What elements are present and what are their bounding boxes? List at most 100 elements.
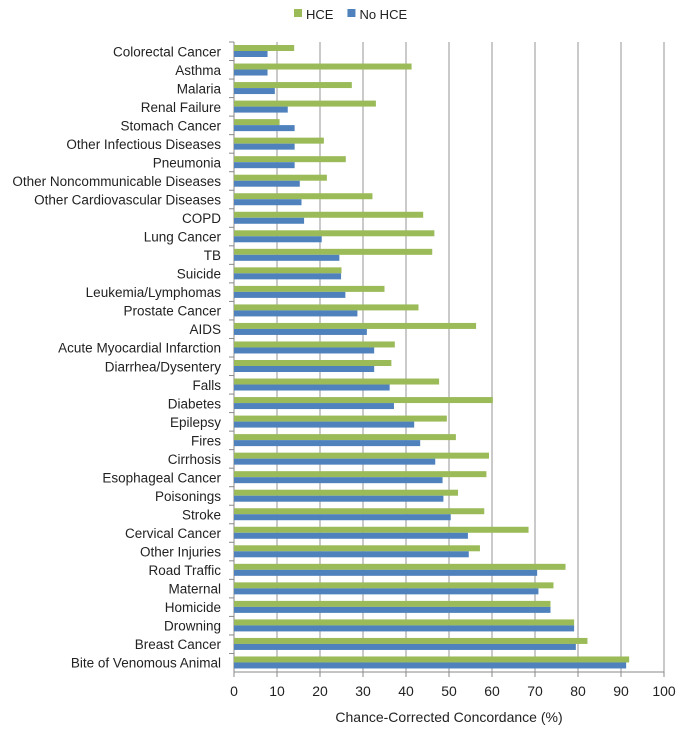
bar-no-hce [234, 254, 340, 261]
y-category-label: Other Infectious Diseases [66, 137, 221, 152]
x-tick-label: 60 [484, 683, 500, 699]
bar-no-hce [234, 458, 436, 465]
bar-hce [234, 489, 459, 496]
legend-swatch-no-hce [347, 9, 356, 17]
bar-hce [234, 545, 480, 552]
bar-no-hce [234, 125, 295, 132]
y-category-label: Renal Failure [141, 100, 221, 115]
bar-no-hce [234, 477, 443, 484]
y-category-label: Epilepsy [170, 415, 221, 430]
bar-hce [234, 156, 346, 163]
bar-no-hce [234, 366, 375, 372]
y-category-label: Prostate Cancer [123, 304, 221, 319]
bar-no-hce [234, 236, 322, 243]
y-category-label: Asthma [175, 63, 221, 78]
x-tick-label: 0 [230, 683, 238, 699]
x-tick-label: 100 [652, 683, 676, 699]
y-category-label: Stomach Cancer [120, 118, 221, 133]
bar-hce [234, 471, 487, 478]
y-category-label: Acute Myocardial Infarction [58, 341, 221, 356]
bar-no-hce [234, 106, 288, 113]
x-tick-label: 40 [398, 683, 414, 699]
bar-no-hce [234, 199, 302, 206]
y-category-label: Bite of Venomous Animal [71, 656, 221, 671]
bar-no-hce [234, 162, 295, 169]
bar-hce [234, 322, 477, 329]
x-tick-label: 30 [355, 683, 371, 699]
legend-swatch-hce [294, 9, 302, 17]
bar-no-hce [234, 310, 358, 317]
bar-no-hce [234, 514, 451, 521]
bar-no-hce [234, 588, 539, 595]
y-category-label: Pneumonia [153, 155, 222, 170]
bar-hce [234, 415, 447, 422]
y-category-label: Stroke [182, 508, 221, 523]
bar-no-hce [234, 662, 627, 669]
y-category-label: TB [204, 248, 221, 263]
y-category-label: AIDS [189, 322, 221, 337]
bar-hce [234, 508, 485, 515]
bar-hce [234, 100, 376, 107]
bar-hce [234, 656, 630, 663]
bar-no-hce [234, 625, 575, 632]
y-category-label: Maternal [168, 582, 221, 597]
bar-no-hce [234, 551, 469, 558]
y-category-label: Colorectal Cancer [113, 44, 222, 59]
bar-hce [234, 45, 295, 51]
bar-no-hce [234, 180, 300, 187]
bar-hce [234, 563, 566, 570]
bar-no-hce [234, 495, 444, 502]
bar-no-hce [234, 532, 468, 539]
bar-hce [234, 600, 551, 607]
bar-hce [234, 193, 373, 200]
bar-no-hce [234, 569, 538, 576]
bar-no-hce [234, 328, 367, 335]
y-category-label: Homicide [165, 600, 221, 615]
bar-no-hce [234, 421, 415, 428]
y-category-label: Drowning [164, 619, 221, 634]
y-category-label: COPD [182, 211, 221, 226]
bar-hce [234, 526, 529, 533]
bar-hce [234, 137, 324, 144]
y-category-label: Other Cardiovascular Diseases [34, 193, 221, 208]
bar-hce [234, 619, 575, 626]
y-category-label: Cervical Cancer [125, 526, 222, 541]
bar-hce [234, 211, 424, 218]
y-category-label: Diabetes [168, 396, 222, 411]
y-category-label: Diarrhea/Dysentery [105, 359, 222, 374]
x-tick-label: 50 [441, 683, 457, 699]
bar-hce [234, 378, 440, 385]
y-category-label: Breast Cancer [135, 637, 222, 652]
bar-hce [234, 248, 433, 255]
bar-no-hce [234, 384, 390, 391]
legend-label: HCE [306, 7, 334, 22]
y-category-label: Other Injuries [140, 545, 221, 560]
bar-no-hce [234, 440, 421, 447]
bar-no-hce [234, 273, 342, 280]
y-category-label: Malaria [177, 81, 222, 96]
bar-hce [234, 174, 327, 181]
bar-no-hce [234, 143, 295, 150]
bar-no-hce [234, 69, 268, 76]
bar-hce [234, 82, 352, 89]
bar-hce [234, 582, 554, 589]
bar-no-hce [234, 403, 394, 410]
bar-hce [234, 397, 493, 404]
bar-hce [234, 360, 392, 366]
bar-hce [234, 452, 489, 459]
y-category-label: Road Traffic [148, 563, 221, 578]
x-tick-label: 10 [269, 683, 285, 699]
bar-no-hce [234, 347, 375, 354]
y-category-label: Poisonings [155, 489, 221, 504]
y-category-label: Suicide [177, 267, 221, 282]
bar-no-hce [234, 51, 268, 57]
bar-hce [234, 63, 412, 70]
y-category-label: Fires [191, 433, 221, 448]
y-category-label: Cirrhosis [168, 452, 222, 467]
bar-hce [234, 119, 280, 126]
bar-hce [234, 341, 395, 348]
bar-hce [234, 304, 419, 311]
y-category-label: Other Noncommunicable Diseases [12, 174, 221, 189]
